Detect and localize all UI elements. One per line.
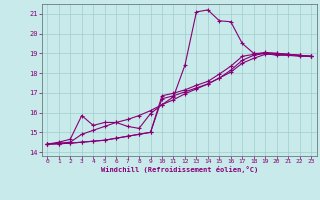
X-axis label: Windchill (Refroidissement éolien,°C): Windchill (Refroidissement éolien,°C) xyxy=(100,166,258,173)
